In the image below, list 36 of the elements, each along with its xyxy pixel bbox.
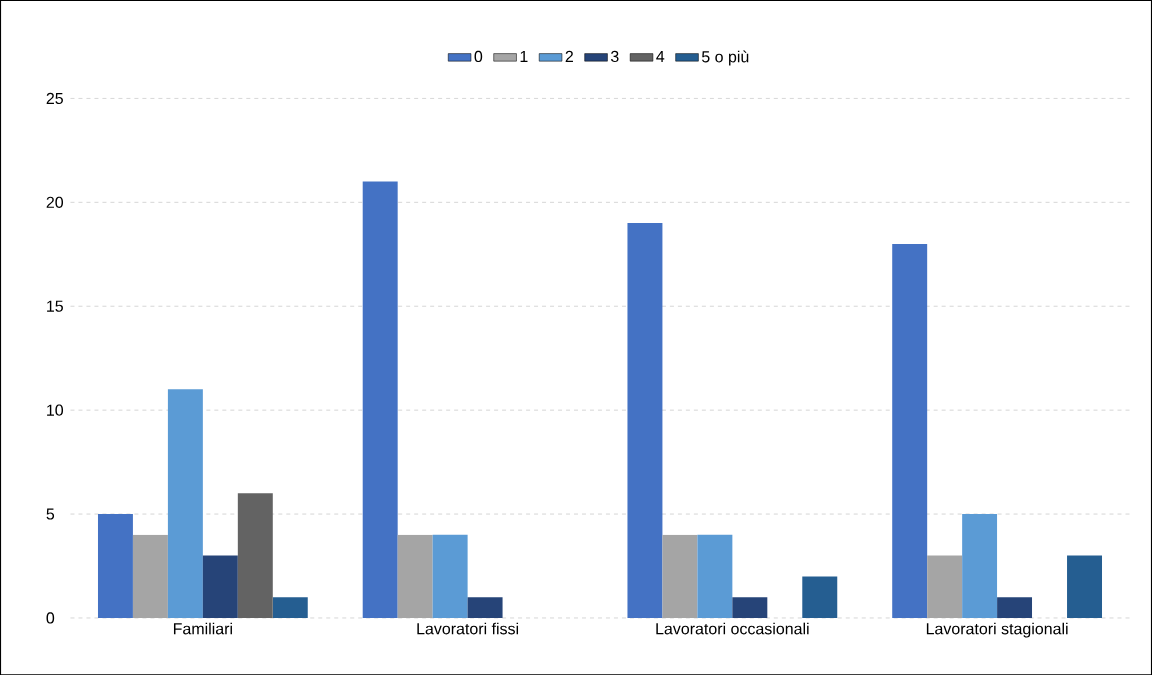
- x-tick-label: Familiari: [173, 622, 232, 635]
- bar: [432, 534, 468, 618]
- bar: [732, 596, 768, 618]
- x-tick-label: Lavoratori occasionali: [656, 622, 809, 635]
- y-tick-label: 10: [47, 404, 64, 416]
- y-tick-label: 0: [46, 612, 55, 624]
- legend-label: 4: [656, 50, 665, 62]
- legend-label: 5 o più: [701, 50, 749, 66]
- bar: [627, 222, 663, 618]
- y-tick-label: 20: [46, 196, 64, 208]
- x-tick-label: Lavoratori fissi: [417, 622, 519, 635]
- legend-label: 2: [565, 50, 573, 62]
- bar: [1067, 555, 1103, 618]
- legend-label: 1: [520, 50, 528, 62]
- bar: [662, 534, 698, 618]
- bar: [962, 513, 998, 618]
- bar: [697, 534, 733, 618]
- bar: [397, 534, 433, 618]
- bar: [97, 513, 133, 618]
- legend-label: 3: [610, 50, 619, 62]
- bar: [997, 596, 1033, 618]
- bar: [272, 596, 308, 618]
- bar: [237, 493, 273, 618]
- bar: [132, 534, 168, 618]
- bar: [167, 389, 203, 618]
- y-tick-label: 5: [46, 508, 55, 520]
- x-tick-label: Lavoratori stagionali: [926, 622, 1068, 638]
- bar: [362, 181, 398, 618]
- bar: [202, 555, 238, 618]
- bar: [802, 576, 838, 618]
- y-tick-label: 25: [46, 92, 63, 104]
- bar: [467, 596, 503, 618]
- bar: [892, 243, 928, 618]
- y-tick-label: 15: [47, 300, 63, 312]
- legend-label: 0: [474, 50, 483, 62]
- bar: [927, 555, 963, 618]
